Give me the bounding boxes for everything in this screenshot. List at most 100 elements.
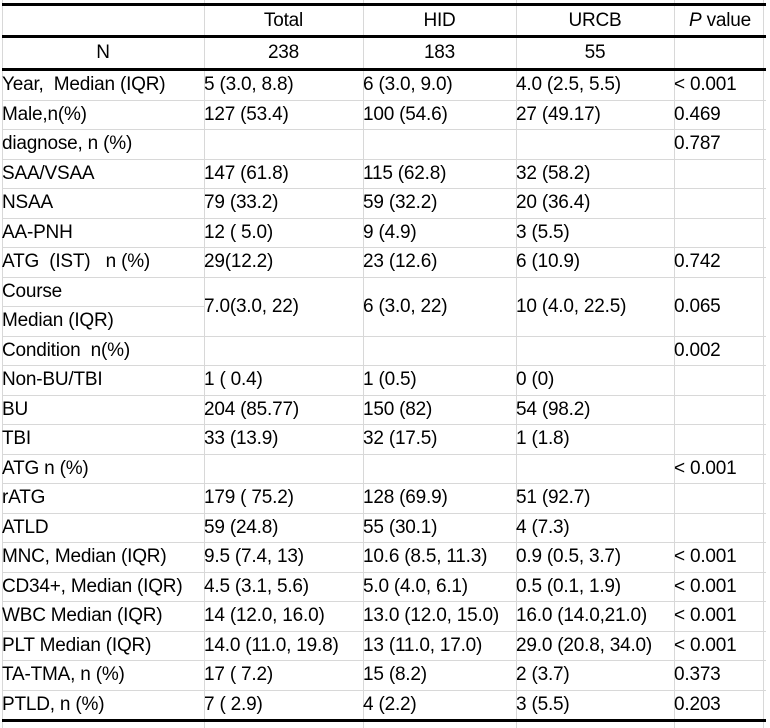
hid-cell: 23 (12.6) (363, 247, 516, 278)
p-value-cell (674, 483, 766, 514)
p-value-cell: 0.002 (674, 336, 766, 366)
p-value-cell (674, 424, 766, 455)
total-cell: 17 ( 7.2) (204, 660, 363, 691)
p-value-cell (674, 365, 766, 396)
table-row: Median (IQR) (2, 306, 766, 337)
row-label-cell: Course (2, 277, 204, 307)
total-cell: 9.5 (7.4, 13) (204, 542, 363, 573)
table-row: rATG 179 ( 75.2) 128 (69.9) 51 (92.7) (2, 483, 766, 514)
table-row: ATG n (%) < 0.001 (2, 454, 766, 484)
p-value-cell: < 0.001 (674, 631, 766, 661)
table-row: MNC, Median (IQR) 9.5 (7.4, 13) 10.6 (8.5,… (2, 542, 766, 573)
hid-cell: 13.0 (12.0, 15.0) (363, 601, 516, 632)
p-value-italic-p: P (689, 9, 702, 31)
hid-cell: 4 (2.2) (363, 690, 516, 722)
row-label-cell: ATG n (%) (2, 454, 204, 484)
row-label-cell: Male,n(%) (2, 100, 204, 130)
total-cell: 7.0(3.0, 22) (204, 277, 363, 337)
p-value-cell (674, 188, 766, 219)
row-label-cell: ATG (IST) n (%) (2, 247, 204, 278)
urcb-cell: 20 (36.4) (516, 188, 674, 219)
corner-cell (2, 3, 204, 38)
p-value-cell: 0.787 (674, 129, 766, 160)
hid-cell (363, 454, 516, 484)
table-row: BU 204 (85.77) 150 (82) 54 (98.2) (2, 395, 766, 425)
total-cell: 127 (53.4) (204, 100, 363, 130)
hid-cell: 55 (30.1) (363, 513, 516, 543)
row-label-cell: N (2, 36, 204, 71)
urcb-cell (516, 454, 674, 484)
row-label-cell: MNC, Median (IQR) (2, 542, 204, 573)
total-cell: 79 (33.2) (204, 188, 363, 219)
table-row: Male,n(%) 127 (53.4) 100 (54.6) 27 (49.17) 0… (2, 100, 766, 130)
total-cell: 29(12.2) (204, 247, 363, 278)
urcb-cell: 32 (58.2) (516, 159, 674, 189)
urcb-cell: 3 (5.5) (516, 690, 674, 722)
table-row: CD34+, Median (IQR) 4.5 (3.1, 5.6) 5.0 (4.… (2, 572, 766, 602)
p-value-cell (674, 36, 766, 71)
urcb-cell: 0.9 (0.5, 3.7) (516, 542, 674, 573)
table-row: diagnose, n (%) 0.787 (2, 129, 766, 160)
total-cell: 4.5 (3.1, 5.6) (204, 572, 363, 602)
total-cell (204, 129, 363, 160)
total-cell: 14 (12.0, 16.0) (204, 601, 363, 632)
table-row: AA-PNH 12 ( 5.0) 9 (4.9) 3 (5.5) (2, 218, 766, 248)
total-cell: 14.0 (11.0, 19.8) (204, 631, 363, 661)
table-row: SAA/VSAA 147 (61.8) 115 (62.8) 32 (58.2) (2, 159, 766, 189)
row-label-cell: rATG (2, 483, 204, 514)
hid-cell: 15 (8.2) (363, 660, 516, 691)
header-row: Total HID URCB P value (2, 3, 766, 38)
row-label-cell: TA-TMA, n (%) (2, 660, 204, 691)
p-value-cell (674, 159, 766, 189)
hid-cell: 10.6 (8.5, 11.3) (363, 542, 516, 573)
table-head: Total HID URCB P value N 238 183 55 (2, 3, 766, 71)
row-label-cell: PLT Median (IQR) (2, 631, 204, 661)
total-cell: 12 ( 5.0) (204, 218, 363, 248)
total-cell: 7 ( 2.9) (204, 690, 363, 722)
table-row: TBI 33 (13.9) 32 (17.5) 1 (1.8) (2, 424, 766, 455)
row-label-cell: Condition n(%) (2, 336, 204, 366)
total-cell (204, 336, 363, 366)
row-label-cell: Year, Median (IQR) (2, 69, 204, 101)
total-cell: 1 ( 0.4) (204, 365, 363, 396)
total-cell: 147 (61.8) (204, 159, 363, 189)
p-value-cell: < 0.001 (674, 454, 766, 484)
row-label-cell: diagnose, n (%) (2, 129, 204, 160)
table-row: ATG (IST) n (%) 29(12.2) 23 (12.6) 6 (10.9)… (2, 247, 766, 278)
p-value-cell: < 0.001 (674, 601, 766, 632)
hid-cell: 5.0 (4.0, 6.1) (363, 572, 516, 602)
p-value-cell: 0.469 (674, 100, 766, 130)
urcb-cell (516, 129, 674, 160)
p-value-cell: 0.065 (674, 277, 766, 337)
column-header-urcb: URCB (516, 3, 674, 38)
row-label-cell: BU (2, 395, 204, 425)
row-label-cell: Median (IQR) (2, 306, 204, 337)
p-value-cell: < 0.001 (674, 572, 766, 602)
total-cell: 33 (13.9) (204, 424, 363, 455)
total-cell (204, 454, 363, 484)
urcb-cell: 4.0 (2.5, 5.5) (516, 69, 674, 101)
row-label-cell: PTLD, n (%) (2, 690, 204, 722)
table-row: PTLD, n (%) 7 ( 2.9) 4 (2.2) 3 (5.5) 0.203 (2, 690, 766, 722)
total-cell: 204 (85.77) (204, 395, 363, 425)
table-row: Course 7.0(3.0, 22) 6 (3.0, 22) 10 (4.0, 22… (2, 277, 766, 337)
hid-cell: 183 (363, 36, 516, 71)
urcb-cell: 0.5 (0.1, 1.9) (516, 572, 674, 602)
column-header-total: Total (204, 3, 363, 38)
urcb-cell: 3 (5.5) (516, 218, 674, 248)
row-label-cell: WBC Median (IQR) (2, 601, 204, 632)
hid-cell: 6 (3.0, 22) (363, 277, 516, 337)
p-value-rest: value (701, 9, 752, 31)
table-row: Non-BU/TBI 1 ( 0.4) 1 (0.5) 0 (0) (2, 365, 766, 396)
urcb-cell: 6 (10.9) (516, 247, 674, 278)
urcb-cell (516, 336, 674, 366)
hid-cell: 128 (69.9) (363, 483, 516, 514)
urcb-cell: 10 (4.0, 22.5) (516, 277, 674, 337)
p-value-cell: 0.742 (674, 247, 766, 278)
urcb-cell: 4 (7.3) (516, 513, 674, 543)
hid-cell: 1 (0.5) (363, 365, 516, 396)
row-label-cell: AA-PNH (2, 218, 204, 248)
hid-cell: 32 (17.5) (363, 424, 516, 455)
hid-cell: 100 (54.6) (363, 100, 516, 130)
